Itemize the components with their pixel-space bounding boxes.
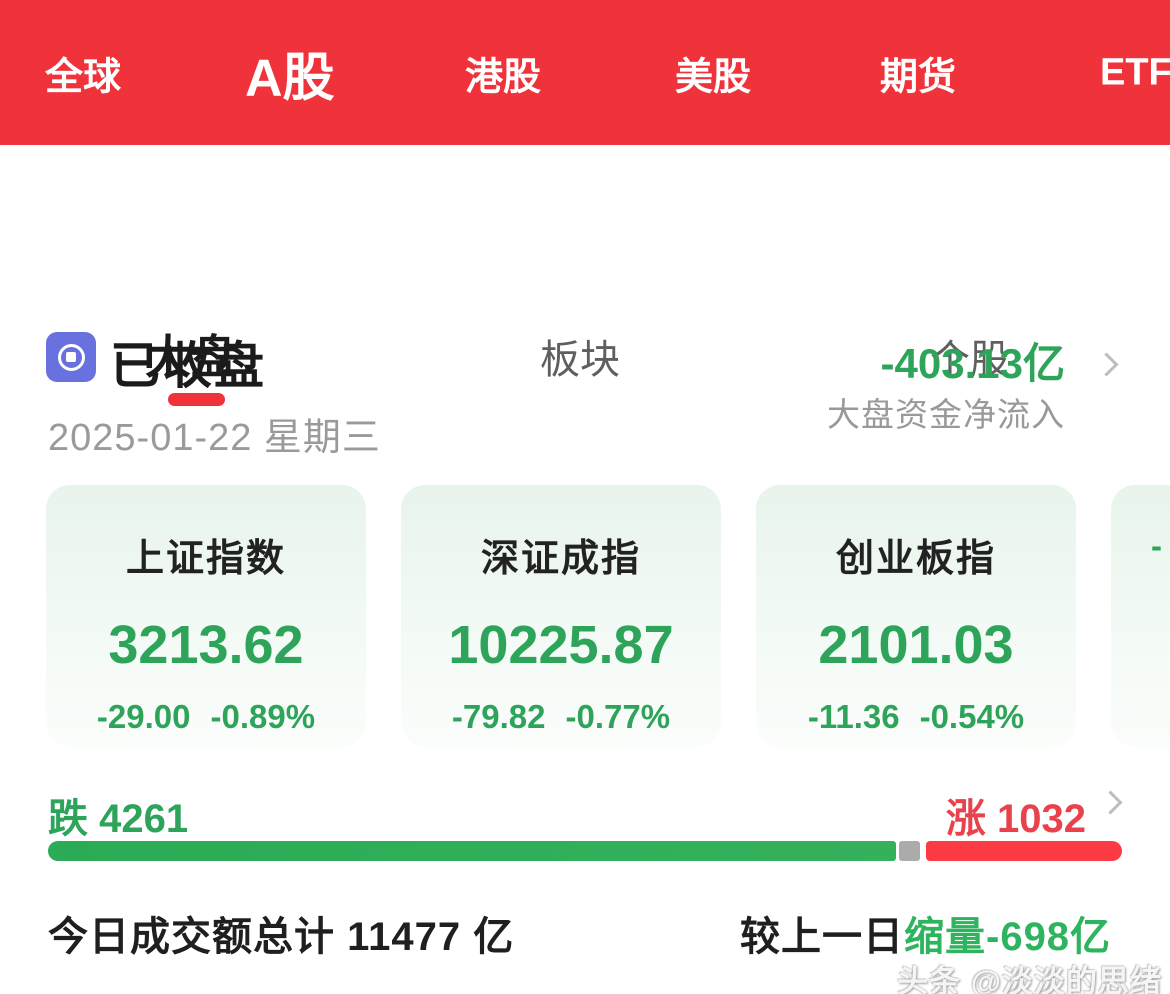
chevron-right-icon[interactable] <box>1098 790 1123 815</box>
index-card-shenzhen[interactable]: 深证成指 10225.87 -79.82 -0.77% <box>401 485 721 747</box>
index-name: 创业板指 <box>835 538 996 580</box>
tab-futures[interactable]: 期货 <box>880 56 957 98</box>
change-amount: -29.00 <box>96 698 191 735</box>
watermark-text: 头条 @淡淡的思绪 <box>897 964 1162 994</box>
tab-global[interactable]: 全球 <box>45 56 122 98</box>
index-change: -11.36 -0.54% <box>756 698 1076 736</box>
stop-ring-icon <box>57 343 85 371</box>
tab-etf[interactable]: ETF <box>1100 51 1170 93</box>
index-change: -79.82 -0.77% <box>401 698 721 736</box>
index-card-chinext[interactable]: 创业板指 2101.03 -11.36 -0.54% <box>756 485 1076 747</box>
index-card-row: 上证指数 3213.62 -29.00 -0.89% 深证成指 10225.87 … <box>0 485 1170 747</box>
advance-decline-bar <box>48 841 1122 861</box>
index-card-partial[interactable]: - <box>1111 485 1170 747</box>
net-inflow-label: 大盘资金净流入 <box>827 396 1065 433</box>
index-card-shanghai[interactable]: 上证指数 3213.62 -29.00 -0.89% <box>46 485 366 747</box>
today-turnover-text: 今日成交额总计 11477 亿 <box>48 915 515 959</box>
change-percent: -0.54% <box>919 698 1025 735</box>
tab-us[interactable]: 美股 <box>675 56 752 98</box>
tab-market-overview[interactable]: 大盘 <box>145 331 237 383</box>
change-amount: -79.82 <box>451 698 546 735</box>
net-inflow-value: -403.13亿 <box>880 340 1065 387</box>
index-value: 2101.03 <box>818 615 1014 675</box>
index-change: -29.00 -0.89% <box>46 698 366 736</box>
section-tabs-bar: 大盘 板块 个股 <box>0 145 1170 406</box>
market-state-text: 已收盘 <box>110 338 266 394</box>
advancers-bar-segment <box>925 841 1122 861</box>
index-value: 3213.62 <box>108 615 304 675</box>
index-name: 深证成指 <box>480 538 641 580</box>
trade-date: 2025-01-22 星期三 <box>48 417 381 459</box>
change-percent: -0.77% <box>565 698 671 735</box>
index-value: 10225.87 <box>448 615 674 675</box>
market-tabs-bar: 全球 A股 港股 美股 期货 ETF <box>0 0 1170 145</box>
market-closed-icon <box>46 332 96 382</box>
tab-a-share[interactable]: A股 <box>245 49 335 107</box>
decliners-count: 跌 4261 <box>48 797 189 841</box>
advancers-count: 涨 1032 <box>945 797 1086 841</box>
change-amount: - <box>1151 527 1162 564</box>
unchanged-bar-segment <box>899 841 920 861</box>
tab-hk[interactable]: 港股 <box>465 56 542 98</box>
change-percent: -0.89% <box>210 698 316 735</box>
turnover-compare-text: 较上一日缩量-698亿 <box>740 904 1111 962</box>
chevron-right-icon[interactable] <box>1094 352 1119 377</box>
index-change: - <box>1111 527 1170 565</box>
compare-prefix: 较上一日 <box>740 915 904 959</box>
volume-shrink-value: 缩量-698亿 <box>904 915 1112 959</box>
change-amount: -11.36 <box>807 698 900 735</box>
tab-sectors[interactable]: 板块 <box>540 338 620 382</box>
tab-stocks[interactable]: 个股 <box>930 338 1010 382</box>
stop-square-icon <box>66 352 76 362</box>
index-name: 上证指数 <box>125 538 286 580</box>
decliners-bar-segment <box>48 841 897 861</box>
active-tab-underline <box>168 393 225 406</box>
